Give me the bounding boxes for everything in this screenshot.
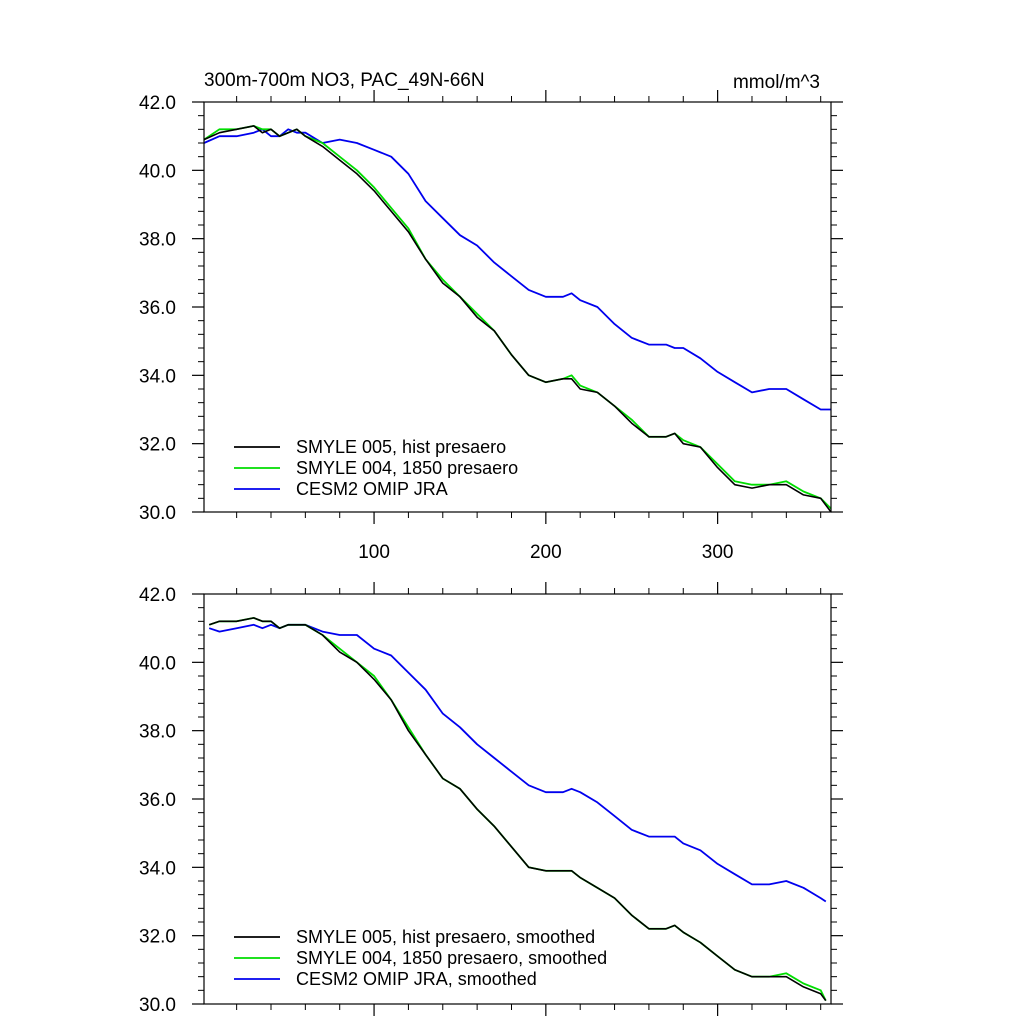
top-axis-ticks xyxy=(192,90,843,524)
legend-label: SMYLE 004, 1850 presaero, smoothed xyxy=(296,948,607,968)
y-tick-label: 36.0 xyxy=(139,298,176,319)
y-tick-label: 32.0 xyxy=(139,927,176,948)
y-tick-label: 34.0 xyxy=(139,858,176,879)
y-tick-label: 40.0 xyxy=(139,161,176,182)
y-tick-label: 40.0 xyxy=(139,653,176,674)
y-tick-label: 30.0 xyxy=(139,995,176,1016)
bottom-axis-ticks xyxy=(192,582,843,1016)
legend-label: CESM2 OMIP JRA, smoothed xyxy=(296,969,537,989)
series-line-0 xyxy=(208,617,827,1002)
series-line-2 xyxy=(208,623,827,903)
top-data-lines xyxy=(203,125,832,513)
series-line-2 xyxy=(203,128,831,411)
top-plot-frame xyxy=(203,101,832,513)
legend-label: SMYLE 004, 1850 presaero xyxy=(296,458,518,478)
bottom-data-lines xyxy=(208,617,827,1002)
y-tick-label: 30.0 xyxy=(139,503,176,524)
top-y-tick-labels: 30.0 32.0 34.0 36.0 38.0 40.0 42.0 xyxy=(139,93,176,524)
y-tick-label: 42.0 xyxy=(139,585,176,606)
legend-label: CESM2 OMIP JRA xyxy=(296,479,448,499)
series-line-0 xyxy=(203,125,832,513)
y-tick-label: 32.0 xyxy=(139,435,176,456)
chart-title: 300m-700m NO3, PAC_49N-66N xyxy=(204,70,485,91)
y-tick-label: 36.0 xyxy=(139,790,176,811)
legend-label: SMYLE 005, hist presaero, smoothed xyxy=(296,927,595,947)
units-label: mmol/m^3 xyxy=(733,72,820,93)
top-x-tick-labels: 100 200 300 xyxy=(358,542,733,563)
x-tick-label: 100 xyxy=(358,542,390,563)
y-tick-label: 38.0 xyxy=(139,722,176,743)
bottom-plot-frame xyxy=(203,593,832,1005)
x-tick-label: 200 xyxy=(530,542,562,563)
y-tick-label: 42.0 xyxy=(139,93,176,114)
top-chart-panel: 300m-700m NO3, PAC_49N-66N mmol/m^3 30.0… xyxy=(139,70,843,563)
y-tick-label: 34.0 xyxy=(139,366,176,387)
y-tick-label: 38.0 xyxy=(139,230,176,251)
bottom-legend: SMYLE 005, hist presaero, smoothedSMYLE … xyxy=(234,927,607,989)
bottom-y-tick-labels: 30.0 32.0 34.0 36.0 38.0 40.0 42.0 xyxy=(139,585,176,1016)
bottom-chart-panel: 30.0 32.0 34.0 36.0 38.0 40.0 42.0 SMYLE 005, … xyxy=(139,582,843,1016)
x-tick-label: 300 xyxy=(702,542,734,563)
legend-label: SMYLE 005, hist presaero xyxy=(296,437,506,457)
